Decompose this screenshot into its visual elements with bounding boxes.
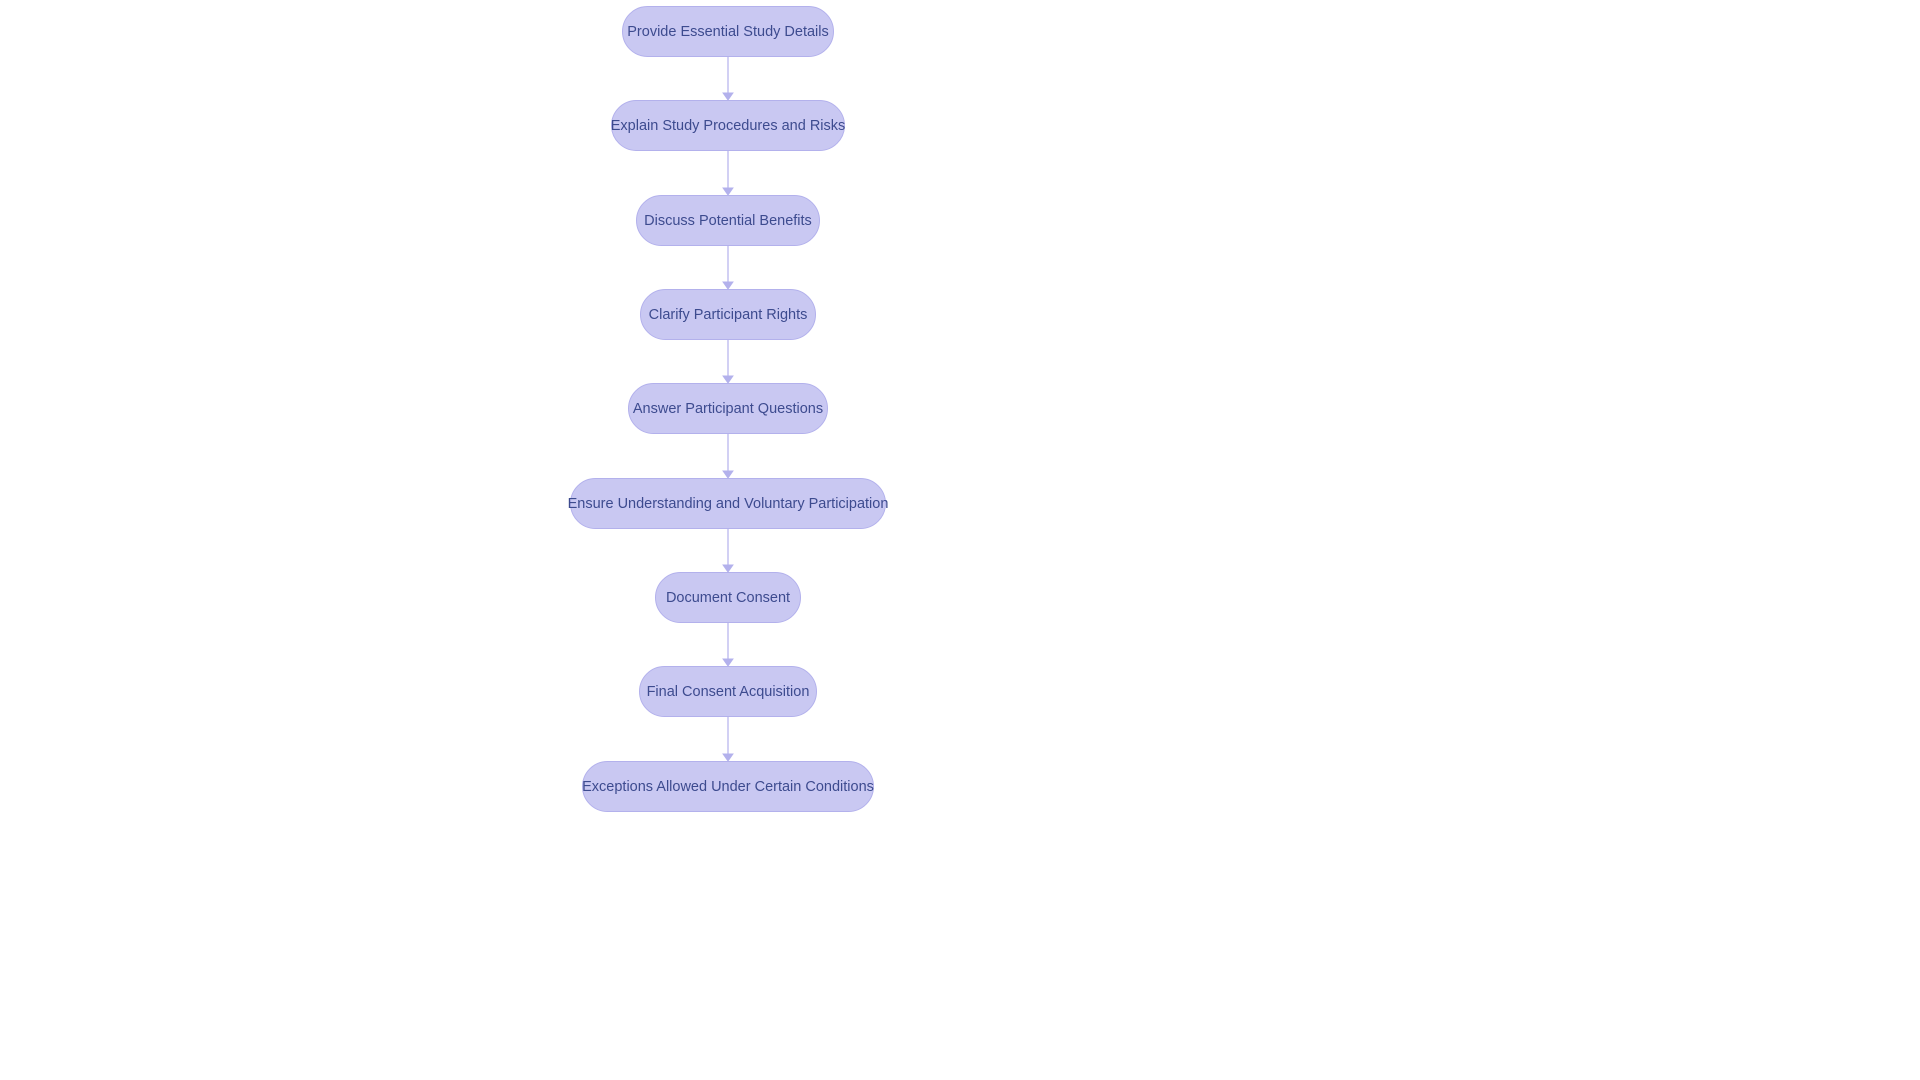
flowchart-arrow [720, 434, 736, 478]
flowchart-node: Discuss Potential Benefits [636, 195, 820, 246]
flowchart-node-label: Exceptions Allowed Under Certain Conditi… [582, 779, 874, 795]
flowchart-arrow [720, 57, 736, 100]
flowchart-node: Document Consent [655, 572, 801, 623]
flowchart-arrow [720, 151, 736, 195]
flowchart-arrow [720, 623, 736, 666]
flowchart-node: Final Consent Acquisition [639, 666, 817, 717]
flowchart-node: Ensure Understanding and Voluntary Parti… [570, 478, 886, 529]
flowchart-arrow [720, 717, 736, 761]
flowchart-node-label: Discuss Potential Benefits [644, 213, 812, 229]
flowchart-arrow [720, 246, 736, 289]
flowchart-node: Exceptions Allowed Under Certain Conditi… [582, 761, 874, 812]
flowchart-node: Clarify Participant Rights [640, 289, 816, 340]
flowchart-node-label: Final Consent Acquisition [647, 684, 810, 700]
flowchart-arrow [720, 340, 736, 383]
flowchart-node: Explain Study Procedures and Risks [611, 100, 845, 151]
flowchart-node-label: Ensure Understanding and Voluntary Parti… [568, 496, 889, 512]
flowchart-node-label: Document Consent [666, 590, 790, 606]
flowchart-node-label: Explain Study Procedures and Risks [611, 118, 846, 134]
flowchart-node-label: Clarify Participant Rights [649, 307, 808, 323]
flowchart-node-label: Answer Participant Questions [633, 401, 823, 417]
flowchart-canvas: Provide Essential Study Details Explain S… [0, 0, 1920, 1080]
flowchart-node: Provide Essential Study Details [622, 6, 834, 57]
flowchart-arrow [720, 529, 736, 572]
flowchart-node: Answer Participant Questions [628, 383, 828, 434]
flowchart-node-label: Provide Essential Study Details [627, 24, 829, 40]
